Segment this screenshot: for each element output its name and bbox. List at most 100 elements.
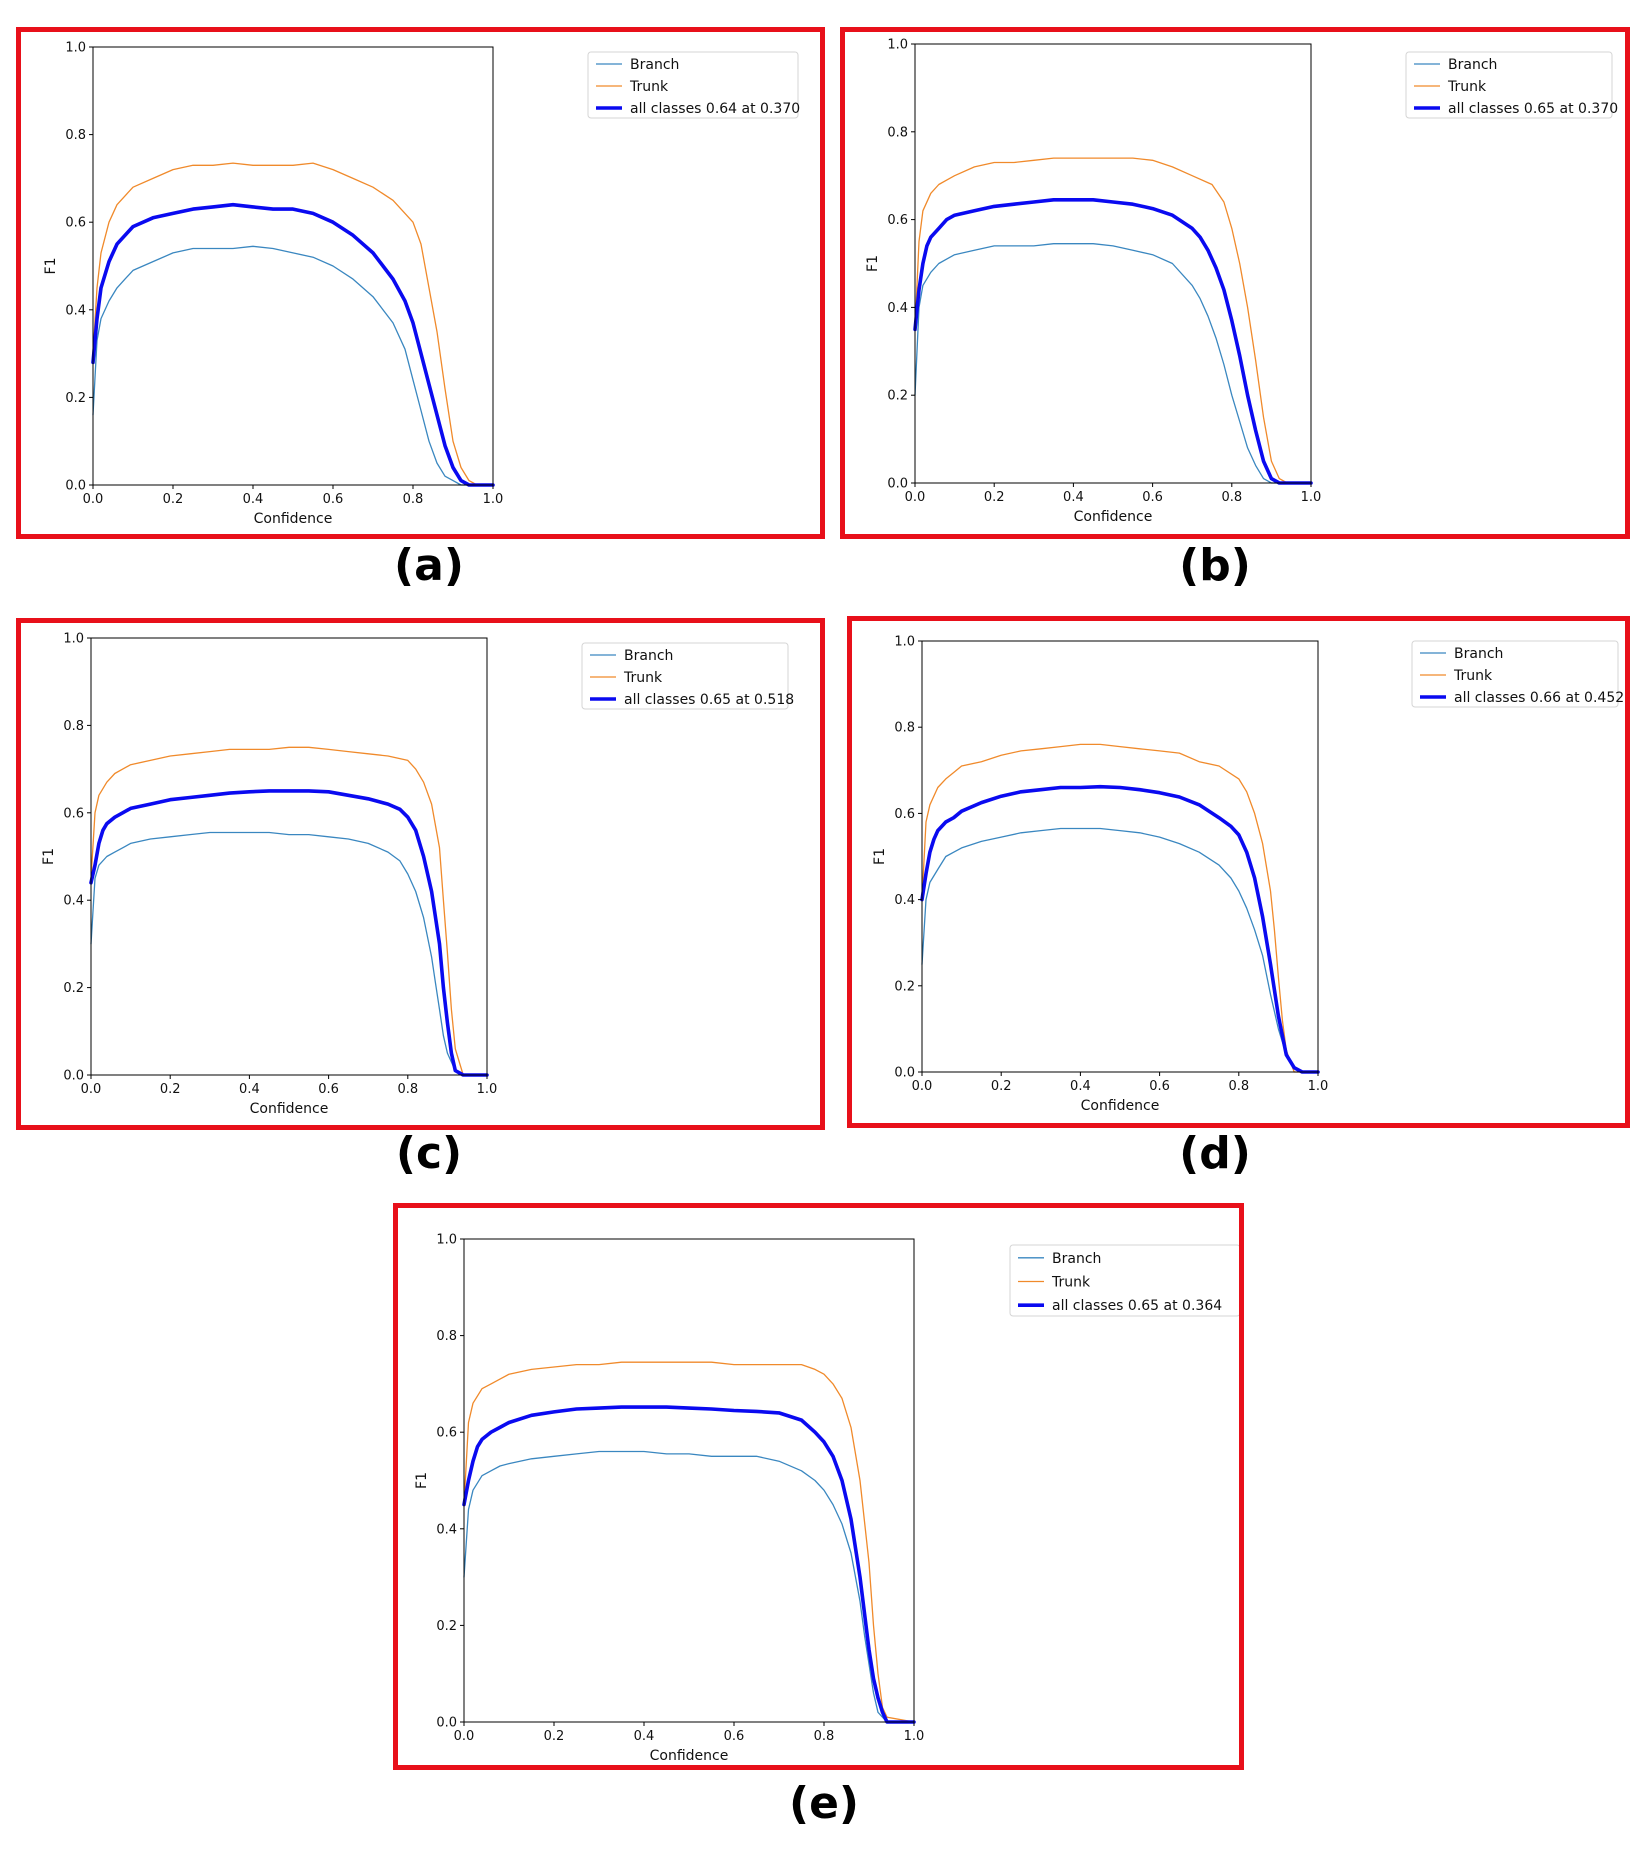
panel-label-d: (d) [1179, 1128, 1251, 1179]
y-axis-label: F1 [414, 1472, 430, 1489]
series-line-trunk [463, 1361, 915, 1723]
x-tick-label: 0.8 [1228, 1079, 1249, 1094]
x-axis-label: Confidence [250, 1101, 329, 1117]
x-tick-label: 1.0 [1308, 1079, 1329, 1094]
y-tick-label: 0.4 [894, 893, 915, 908]
x-tick-label: 1.0 [483, 492, 504, 507]
y-axis-label: F1 [872, 848, 888, 865]
legend-entry: all classes 0.66 at 0.452 [1454, 690, 1624, 706]
y-tick-label: 0.2 [894, 979, 915, 994]
x-tick-label: 0.2 [991, 1079, 1012, 1094]
legend-entry: Trunk [1051, 1275, 1091, 1291]
legend-box [1411, 640, 1619, 708]
x-tick-label: 0.0 [83, 492, 104, 507]
y-tick-label: 0.8 [894, 721, 915, 736]
x-axis-label: Confidence [1074, 509, 1153, 525]
series-line-trunk [921, 743, 1319, 1073]
plot-frame [92, 46, 494, 486]
legend-box [581, 642, 789, 710]
series-line-branch [921, 827, 1319, 1073]
y-tick-label: 0.8 [887, 125, 908, 140]
legend-entry: Trunk [629, 79, 669, 95]
chart-c: 0.00.0 0.2 0.2 0.4 0.4 0.6 0.6 0.8 0.8 1.0 1.0 Conf… [41, 632, 794, 1118]
y-axis-label: F1 [41, 848, 57, 865]
x-tick-label: 0.0 [454, 1729, 475, 1744]
y-tick-label: 1.0 [63, 632, 84, 647]
y-tick-label: 1.0 [65, 41, 86, 56]
x-tick-label: 0.0 [912, 1079, 933, 1094]
y-tick-label: 0.2 [65, 391, 86, 406]
y-tick-label: 0.6 [63, 806, 84, 821]
x-tick-label: 0.4 [634, 1729, 655, 1744]
legend-box [587, 51, 799, 119]
y-tick-label: 0.4 [63, 894, 84, 909]
x-tick-label: 0.2 [160, 1082, 181, 1097]
y-tick-label: 0.6 [65, 216, 86, 231]
y-tick-label: 0.4 [436, 1522, 457, 1537]
y-tick-label: 0.0 [887, 477, 908, 492]
legend-box [1405, 51, 1613, 119]
y-tick-label: 1.0 [887, 38, 908, 53]
x-tick-label: 0.8 [403, 492, 424, 507]
plot-frame [90, 637, 488, 1076]
x-axis-label: Confidence [254, 511, 333, 527]
legend-entry: Branch [1052, 1251, 1101, 1267]
series-line-all-classes [462, 1405, 916, 1724]
x-tick-label: 0.8 [814, 1729, 835, 1744]
series-line-branch [463, 1450, 915, 1723]
series-line-branch [92, 245, 494, 486]
panel-label-c: (c) [395, 1128, 463, 1179]
y-tick-label: 0.0 [894, 1066, 915, 1081]
panel-label-b: (b) [1179, 540, 1251, 591]
chart-e: 0.00.0 0.2 0.2 0.4 0.4 0.6 0.6 0.8 0.8 1.0 1.0 Conf… [414, 1233, 1239, 1764]
y-tick-label: 0.6 [436, 1426, 457, 1441]
y-tick-label: 0.2 [436, 1619, 457, 1634]
x-tick-label: 0.8 [397, 1082, 418, 1097]
x-tick-label: 0.2 [544, 1729, 565, 1744]
plot-frame [921, 640, 1319, 1073]
y-tick-label: 0.4 [887, 301, 908, 316]
y-tick-label: 0.8 [63, 719, 84, 734]
x-tick-label: 0.2 [984, 490, 1005, 505]
x-tick-label: 0.6 [1142, 490, 1163, 505]
chart-d: 0.00.0 0.2 0.2 0.4 0.4 0.6 0.6 0.8 0.8 1.0 1.0 Conf… [872, 635, 1624, 1115]
y-tick-label: 0.0 [63, 1069, 84, 1084]
x-tick-label: 0.0 [81, 1082, 102, 1097]
x-tick-label: 0.4 [239, 1082, 260, 1097]
y-tick-label: 0.6 [894, 807, 915, 822]
series-line-trunk [92, 162, 494, 486]
legend-entry: Branch [630, 57, 679, 73]
y-tick-label: 1.0 [436, 1233, 457, 1248]
legend-entry: Branch [624, 648, 673, 664]
x-tick-label: 1.0 [1301, 490, 1322, 505]
series-line-all-classes [89, 789, 489, 1077]
series-line-all-classes [913, 198, 1313, 485]
series-line-trunk [90, 746, 488, 1076]
y-tick-label: 0.8 [436, 1329, 457, 1344]
chart-b: 0.00.0 0.2 0.2 0.4 0.4 0.6 0.6 0.8 0.8 1.0 1.0 Conf… [865, 38, 1618, 526]
x-tick-label: 0.6 [724, 1729, 745, 1744]
x-tick-label: 0.4 [1063, 490, 1084, 505]
x-tick-label: 0.6 [323, 492, 344, 507]
series-line-trunk [914, 157, 1312, 484]
legend-entry: all classes 0.64 at 0.370 [630, 101, 800, 117]
y-tick-label: 0.8 [65, 128, 86, 143]
panel-label-e: (e) [788, 1778, 860, 1829]
legend-entry: Branch [1448, 57, 1497, 73]
legend-entry: all classes 0.65 at 0.370 [1448, 101, 1618, 117]
series-line-branch [914, 243, 1312, 484]
y-axis-label: F1 [865, 255, 881, 272]
series-line-branch [90, 831, 488, 1076]
panel-b: 0.0 0.0 0.2 0.2 0.4 0.4 0.6 0.6 0.8 0.8 1.0 1.0 Conf… [840, 27, 1630, 539]
panel-a: 0.0 0.0 0.2 0.2 0.4 0.4 0.6 0.6 0.8 0.8 1.0 1.0 Conf… [16, 27, 825, 539]
x-tick-label: 0.0 [905, 490, 926, 505]
legend-entry: Trunk [1453, 668, 1493, 684]
series-line-all-classes [91, 202, 495, 487]
y-tick-label: 0.2 [63, 981, 84, 996]
legend-entry: Trunk [623, 670, 663, 686]
x-tick-label: 0.8 [1221, 490, 1242, 505]
legend-entry: all classes 0.65 at 0.364 [1052, 1298, 1222, 1314]
y-tick-label: 0.0 [65, 479, 86, 494]
legend-entry: Branch [1454, 646, 1503, 662]
panel-label-a: (a) [394, 540, 464, 591]
